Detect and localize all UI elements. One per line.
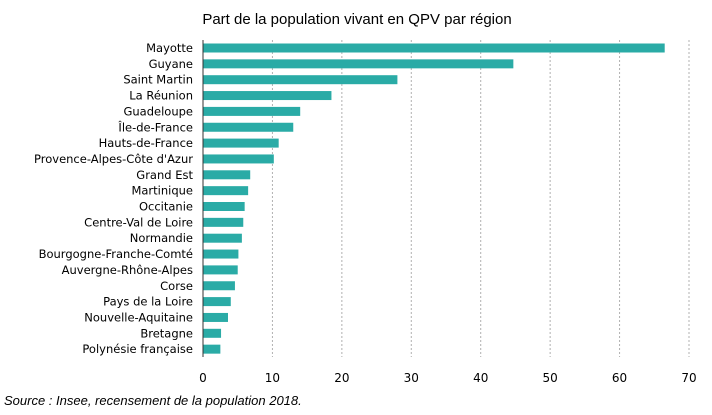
x-tick-label: 30 — [404, 371, 419, 385]
x-tick-label: 10 — [265, 371, 280, 385]
bar — [203, 43, 665, 53]
bar — [203, 186, 249, 196]
bar — [203, 202, 245, 211]
category-label: Nouvelle-Aquitaine — [84, 310, 193, 324]
bar — [203, 170, 251, 180]
category-labels: Mayotte Guyane Saint Martin La RéunionGuade… — [34, 41, 193, 356]
bar — [203, 217, 244, 227]
category-label: Provence-Alpes-Côte d'Azur — [34, 152, 193, 166]
bar — [203, 75, 398, 85]
chart-title: Part de la population vivant en QPV par … — [202, 11, 511, 28]
bars — [203, 43, 665, 354]
category-label: Normandie — [130, 231, 193, 245]
x-tick-label: 70 — [681, 371, 696, 385]
bar — [203, 91, 332, 101]
x-tick-label: 40 — [473, 371, 488, 385]
bar — [203, 106, 301, 116]
category-label: Guyane — [149, 57, 193, 71]
source-note: Source : Insee, recensement de la popula… — [4, 393, 302, 408]
bar — [203, 138, 279, 148]
category-label: Centre-Val de Loire — [84, 215, 193, 229]
category-label: Auvergne-Rhône-Alpes — [62, 263, 193, 277]
bar — [203, 122, 294, 132]
category-label: Hauts-de-France — [99, 136, 193, 150]
category-label: Île-de-France — [117, 119, 193, 134]
x-tick-label: 60 — [612, 371, 627, 385]
x-tick-label: 0 — [199, 371, 207, 385]
bar — [203, 249, 239, 259]
category-label: Corse — [160, 279, 193, 293]
x-tick-label: 20 — [334, 371, 349, 385]
category-label: Bourgogne-Franche-Comté — [39, 247, 193, 261]
category-label: Occitanie — [139, 200, 193, 214]
bar — [203, 312, 228, 322]
grid — [271, 40, 690, 357]
category-label: Saint Martin — [123, 73, 193, 87]
bar — [203, 281, 235, 291]
bar — [203, 328, 222, 338]
category-label: Polynésie française — [82, 342, 193, 356]
bar — [203, 59, 514, 69]
category-label: Pays de la Loire — [103, 295, 193, 309]
category-label: Mayotte — [146, 41, 193, 55]
bar — [203, 265, 238, 275]
category-label: Bretagne — [140, 326, 193, 340]
bar — [203, 344, 221, 354]
x-tick-label: 50 — [543, 371, 558, 385]
category-label: Grand Est — [136, 168, 193, 182]
bar — [203, 233, 242, 243]
bar — [203, 297, 231, 307]
category-label: La Réunion — [129, 89, 193, 103]
category-label: Guadeloupe — [123, 104, 193, 118]
x-axis-ticks: 0 10 20 30 40 50 60 70 — [199, 371, 696, 385]
category-label: Martinique — [131, 184, 193, 198]
bar — [203, 154, 274, 164]
